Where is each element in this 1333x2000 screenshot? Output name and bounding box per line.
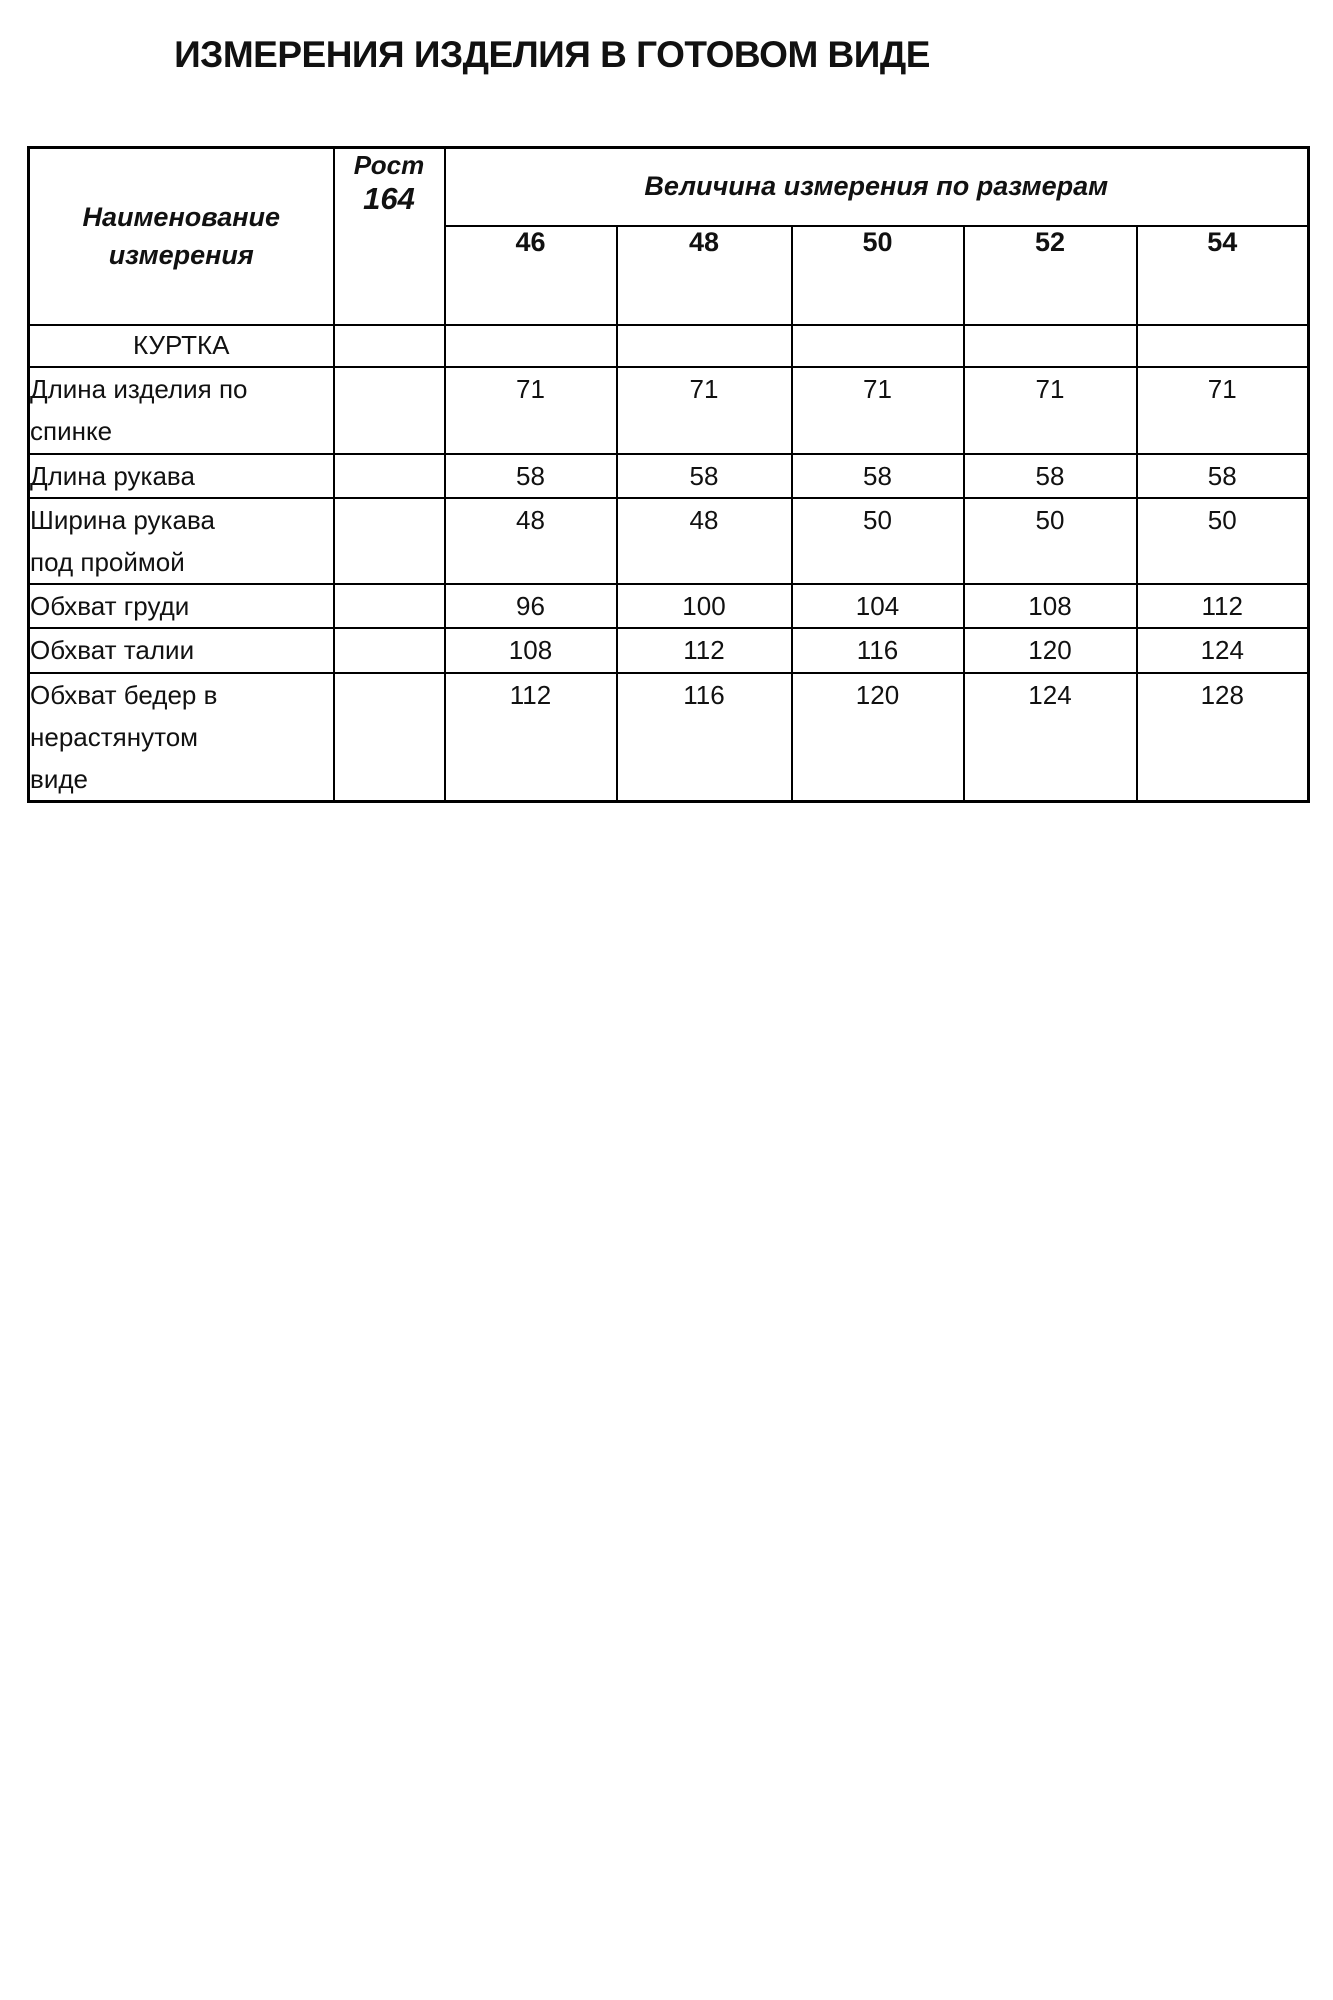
measurement-value: 108	[962, 582, 1138, 629]
table-row: Обхват талии 108 112 116 120 124	[27, 626, 1310, 674]
size-column-header: 46	[443, 224, 618, 326]
table-row: Обхват груди 96 100 104 108 112	[27, 582, 1310, 629]
measurement-value: 96	[443, 582, 618, 629]
empty-cell	[1135, 323, 1310, 368]
empty-height-cell	[332, 626, 446, 674]
title-wrap: ИЗМЕРЕНИЯ ИЗДЕЛИЯ В ГОТОВОМ ВИДЕ	[0, 34, 1104, 76]
column-header-height: Рост 164	[332, 146, 446, 326]
header-row-sizes: 46 48 50 52 54	[29, 224, 1310, 326]
measurement-name: Обхват талии	[27, 626, 335, 674]
table-body: КУРТКА Длина изделия по спинке 71 71 71 …	[27, 323, 1310, 802]
measurement-value: 58	[1135, 452, 1310, 499]
empty-cell	[443, 323, 618, 368]
measurements-table: Наименование измерения Рост 164 Величина…	[27, 146, 1311, 803]
section-label: КУРТКА	[27, 323, 335, 368]
measurement-value: 112	[615, 626, 793, 674]
empty-height-cell	[332, 671, 446, 802]
empty-cell	[962, 323, 1138, 368]
measurement-name: Длина рукава	[27, 452, 335, 499]
table-row: Ширина рукава под проймой 48 48 50 50 50	[27, 496, 1310, 585]
measurement-value: 58	[443, 452, 618, 499]
empty-height-cell	[332, 582, 446, 629]
column-header-sizes-group: Величина измерения по размерам	[443, 146, 1310, 227]
measurement-value: 50	[790, 496, 965, 585]
measurement-value: 116	[615, 671, 793, 802]
measurement-value: 58	[962, 452, 1138, 499]
measurement-value: 100	[615, 582, 793, 629]
measurement-value: 104	[790, 582, 965, 629]
table-row: Обхват бедер в нерастянутом виде 112 116…	[27, 671, 1310, 802]
measurement-name: Обхват бедер в нерастянутом виде	[27, 671, 335, 802]
measurement-value: 71	[615, 365, 793, 455]
size-column-header: 48	[615, 224, 793, 326]
empty-cell	[615, 323, 793, 368]
measurement-name: Ширина рукава под проймой	[27, 496, 335, 585]
measurement-value: 50	[962, 496, 1138, 585]
empty-height-cell	[332, 452, 446, 499]
column-header-measurement-name: Наименование измерения	[27, 146, 335, 326]
empty-height-cell	[332, 496, 446, 585]
measurement-value: 58	[790, 452, 965, 499]
measurement-value: 112	[443, 671, 618, 802]
measurement-name: Обхват груди	[27, 582, 335, 629]
measurement-value: 48	[615, 496, 793, 585]
measurement-value: 124	[1135, 626, 1310, 674]
measurement-value: 71	[790, 365, 965, 455]
empty-height-cell	[332, 365, 446, 455]
table-row: Длина изделия по спинке 71 71 71 71 71	[27, 365, 1310, 455]
measurement-value: 128	[1135, 671, 1310, 802]
measurement-value: 124	[962, 671, 1138, 802]
measurement-value: 108	[443, 626, 618, 674]
measurement-value: 120	[790, 671, 965, 802]
measurement-value: 71	[962, 365, 1138, 455]
measurement-value: 71	[1135, 365, 1310, 455]
height-value: 164	[363, 181, 415, 216]
size-column-header: 54	[1135, 224, 1310, 326]
page-title: ИЗМЕРЕНИЯ ИЗДЕЛИЯ В ГОТОВОМ ВИДЕ	[174, 34, 930, 75]
size-column-header: 50	[790, 224, 965, 326]
measurement-value: 116	[790, 626, 965, 674]
measurement-value: 58	[615, 452, 793, 499]
measurement-value: 112	[1135, 582, 1310, 629]
header-row-top: Наименование измерения Рост 164 Величина…	[27, 146, 1310, 326]
empty-cell	[790, 323, 965, 368]
measurement-value: 50	[1135, 496, 1310, 585]
table-row: Длина рукава 58 58 58 58 58	[27, 452, 1310, 499]
empty-cell	[332, 323, 446, 368]
measurement-value: 120	[962, 626, 1138, 674]
size-column-header: 52	[962, 224, 1138, 326]
height-label: Рост	[353, 150, 425, 180]
measurement-value: 71	[443, 365, 618, 455]
measurement-value: 48	[443, 496, 618, 585]
table-header: Наименование измерения Рост 164 Величина…	[27, 146, 1310, 326]
measurement-name: Длина изделия по спинке	[27, 365, 335, 455]
section-row: КУРТКА	[27, 323, 1310, 368]
